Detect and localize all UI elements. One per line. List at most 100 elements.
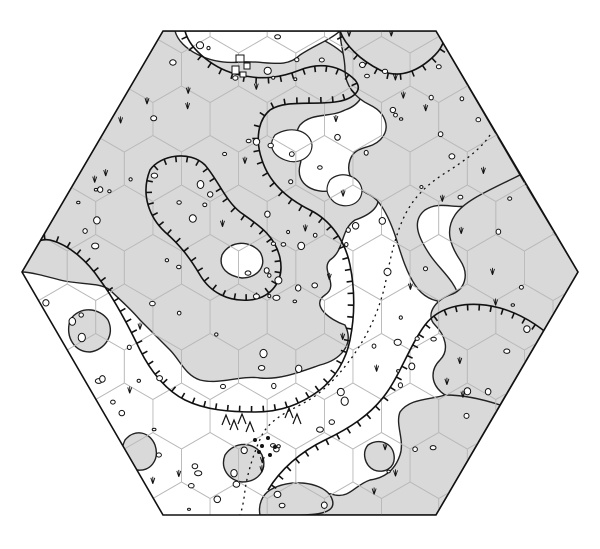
cliff-tick (531, 324, 536, 330)
grass-tuft (118, 116, 124, 124)
rock (76, 200, 81, 205)
rock (270, 241, 276, 246)
hex-cell (66, 432, 125, 499)
rock (136, 378, 142, 383)
hex-cell (38, 85, 97, 153)
hex-cell (582, 433, 600, 499)
rock (523, 325, 531, 334)
cliff-tick (190, 256, 197, 262)
cliff-tick (273, 404, 277, 411)
cliff-tick (305, 391, 310, 398)
rock (428, 94, 434, 101)
cliff-tick (222, 289, 227, 297)
cliff-tick (389, 386, 396, 392)
rock (267, 142, 274, 149)
cliff-tick (317, 217, 324, 224)
cliff-tick (336, 359, 343, 365)
rock (288, 179, 294, 185)
cliff-tick (344, 45, 350, 51)
rock (429, 445, 437, 451)
rock (295, 284, 302, 292)
cliff-tick (203, 276, 210, 282)
hex-cell (552, 382, 578, 450)
cliff-tick (153, 164, 159, 171)
hex-cell (10, 532, 67, 549)
rock (244, 270, 252, 276)
rock (317, 165, 323, 170)
rock (414, 336, 420, 341)
rock (118, 409, 126, 417)
hex-cell (552, 31, 578, 54)
cliff-tick (489, 305, 493, 313)
hex-cell (552, 481, 578, 515)
cliff-tick (218, 68, 223, 75)
cliff-tick (332, 235, 339, 240)
rock (345, 227, 351, 233)
rock (463, 412, 470, 419)
hex-cell (266, 481, 325, 515)
grass-tuft (490, 267, 495, 276)
rock (191, 463, 199, 470)
hex-cell (552, 85, 578, 153)
map-boundary (21, 30, 579, 516)
hex-cell (524, 532, 581, 549)
grass-tuft (253, 82, 259, 90)
rock (378, 217, 386, 225)
hex-cell (0, 37, 10, 103)
cliff-tick (294, 458, 301, 464)
cliff-tick (29, 238, 35, 245)
cliff-tick (146, 179, 153, 183)
hex-cell (582, 136, 600, 202)
rock (42, 299, 50, 307)
rock (151, 427, 157, 432)
hex-cell (467, 532, 524, 549)
rock (408, 362, 416, 371)
rock (419, 185, 424, 189)
rock (518, 284, 524, 290)
rock (93, 216, 101, 225)
hex-cell (22, 36, 68, 103)
rock (297, 241, 306, 251)
cliff-tick (325, 65, 328, 73)
rock (412, 446, 418, 453)
rock (437, 131, 444, 138)
rock (507, 196, 513, 201)
cliff-tick (233, 293, 237, 300)
hex-cell (95, 481, 154, 515)
grass-tuft (103, 169, 109, 177)
hex-cell (124, 532, 181, 549)
cliff-tick (93, 266, 99, 273)
cliff-tick (154, 369, 161, 375)
grass-tuft (340, 332, 346, 340)
hex-cell (38, 382, 97, 450)
rock (336, 387, 345, 397)
rock (176, 310, 182, 316)
rock (272, 294, 281, 301)
cliff-tick (197, 267, 204, 272)
hex-cell (182, 532, 239, 549)
cliff-tick (256, 161, 263, 165)
cliff-tick (258, 229, 264, 235)
rock (194, 470, 203, 477)
hex-cell (152, 481, 211, 515)
grass-tuft (137, 322, 143, 330)
rock (259, 348, 268, 359)
cliff-tick (406, 354, 413, 359)
cliff-tick (395, 376, 402, 381)
north-clearing (174, 31, 342, 65)
hex-cell (22, 283, 39, 351)
rock (359, 61, 366, 69)
cliff-tick (162, 378, 168, 384)
rock (280, 242, 287, 247)
hex-cell (495, 85, 554, 153)
grass-tufts (92, 31, 499, 495)
hex-cell (66, 36, 125, 103)
hex-cell (323, 481, 382, 515)
hex-cell (524, 135, 578, 202)
rock (396, 369, 401, 373)
grass-tuft (392, 73, 398, 81)
rock (397, 382, 403, 389)
cliff-tick (151, 211, 159, 217)
rock (128, 177, 133, 182)
grass-tuft (382, 443, 388, 451)
